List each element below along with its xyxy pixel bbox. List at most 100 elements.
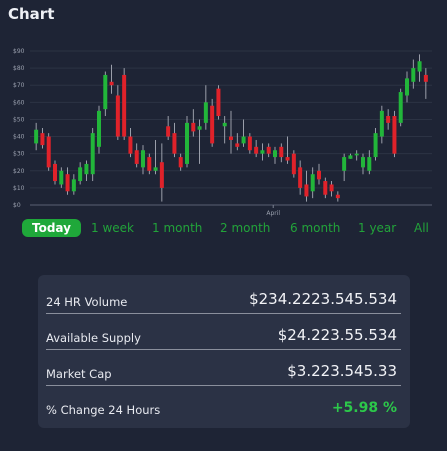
candle-body bbox=[185, 122, 189, 164]
y-tick-label: $30 bbox=[13, 151, 25, 158]
candle-body bbox=[241, 136, 246, 144]
candle-body bbox=[210, 105, 215, 144]
candle-body bbox=[122, 74, 127, 137]
stat-label: Available Supply bbox=[46, 331, 141, 345]
y-tick-label: $90 bbox=[13, 48, 25, 55]
candle-body bbox=[266, 146, 271, 154]
candle-body bbox=[115, 95, 120, 137]
candle-body bbox=[172, 133, 177, 154]
stat-row-volume: 24 HR Volume $234.2223.545.534 bbox=[46, 278, 401, 314]
range-all[interactable]: All bbox=[414, 221, 429, 235]
candle-body bbox=[109, 81, 114, 86]
x-annotation-label: April bbox=[266, 210, 280, 217]
candle-body bbox=[53, 163, 57, 182]
market-stats-card: 24 HR Volume $234.2223.545.534 Available… bbox=[38, 275, 410, 428]
candle-body bbox=[323, 181, 328, 195]
candle-body bbox=[329, 184, 334, 192]
candle-body bbox=[260, 150, 265, 154]
candle-body bbox=[285, 157, 290, 161]
candle-body bbox=[254, 146, 259, 154]
candle-body bbox=[65, 174, 70, 192]
candle-body bbox=[279, 146, 284, 158]
candle-body bbox=[147, 157, 152, 171]
time-range-selector: Today 1 week 1 month 2 month 6 month 1 y… bbox=[22, 219, 440, 239]
range-today[interactable]: Today bbox=[22, 219, 81, 237]
candle-body bbox=[71, 179, 76, 192]
stat-row-market-cap: Market Cap $3.223.545.33 bbox=[46, 350, 401, 386]
y-tick-label: $70 bbox=[13, 82, 25, 89]
candle-body bbox=[178, 157, 183, 168]
candle-body bbox=[34, 129, 39, 144]
candle-body bbox=[298, 167, 303, 188]
candle-body bbox=[222, 122, 227, 127]
candle-body bbox=[379, 110, 384, 137]
stat-row-supply: Available Supply $24.223.55.534 bbox=[46, 314, 401, 350]
range-6-month[interactable]: 6 month bbox=[290, 221, 341, 235]
stat-label: Market Cap bbox=[46, 367, 112, 381]
candle-body bbox=[59, 170, 64, 185]
range-1-year[interactable]: 1 year bbox=[358, 221, 397, 235]
candle-body bbox=[134, 150, 139, 164]
candle-body bbox=[335, 194, 340, 199]
candlestick-chart: $0 $10 $20 $30 $40 $50 $60 $70 $80 $90 April bbox=[13, 48, 432, 217]
candle-body bbox=[317, 170, 321, 180]
candle-body bbox=[46, 136, 51, 168]
candle-body bbox=[235, 143, 240, 147]
row-divider bbox=[46, 313, 401, 314]
candle-body bbox=[90, 133, 95, 175]
candle-body bbox=[103, 74, 108, 110]
row-divider bbox=[46, 385, 401, 386]
candle-body bbox=[398, 92, 403, 123]
candle-body bbox=[405, 78, 409, 96]
candle-body bbox=[417, 61, 422, 72]
candle-body bbox=[411, 68, 416, 82]
candle-body bbox=[247, 136, 252, 151]
candle-body bbox=[141, 150, 145, 168]
y-tick-label: $0 bbox=[13, 202, 21, 209]
candle-body bbox=[342, 157, 347, 171]
candle-body bbox=[386, 116, 391, 123]
stat-value: $234.2223.545.534 bbox=[249, 290, 397, 308]
range-1-month[interactable]: 1 month bbox=[152, 221, 203, 235]
candle-body bbox=[229, 136, 233, 140]
y-tick-label: $80 bbox=[13, 65, 25, 72]
y-tick-label: $40 bbox=[13, 134, 25, 141]
y-tick-label: $50 bbox=[13, 116, 25, 123]
y-tick-label: $60 bbox=[13, 99, 25, 106]
page-title: Chart bbox=[8, 5, 55, 23]
candle-body bbox=[197, 126, 202, 130]
stat-value: $3.223.545.33 bbox=[287, 362, 397, 380]
candle-body bbox=[153, 167, 158, 171]
stat-row-change: % Change 24 Hours +5.98 % bbox=[46, 386, 401, 422]
stat-label: 24 HR Volume bbox=[46, 295, 128, 309]
candle-body bbox=[78, 167, 83, 182]
stat-value: $24.223.55.534 bbox=[277, 326, 397, 344]
candle-body bbox=[373, 133, 378, 158]
candle-body bbox=[392, 116, 397, 154]
candle-body bbox=[273, 150, 277, 158]
candle-body bbox=[291, 153, 296, 175]
candle-body bbox=[304, 184, 309, 197]
candle-body bbox=[423, 74, 428, 82]
candle-body bbox=[40, 133, 45, 146]
candle-body bbox=[354, 153, 359, 156]
range-1-week[interactable]: 1 week bbox=[91, 221, 134, 235]
candle-body bbox=[97, 110, 101, 147]
candle-body bbox=[191, 122, 196, 132]
y-tick-label: $20 bbox=[13, 168, 25, 175]
candle-body bbox=[203, 102, 208, 123]
candle-body bbox=[166, 126, 171, 137]
candle-body bbox=[310, 174, 315, 192]
candle-body bbox=[128, 136, 133, 154]
stat-label: % Change 24 Hours bbox=[46, 403, 161, 417]
candle-body bbox=[216, 88, 221, 117]
stat-value-change: +5.98 % bbox=[331, 400, 397, 416]
range-2-month[interactable]: 2 month bbox=[220, 221, 271, 235]
candle-body bbox=[84, 163, 89, 175]
candle-body bbox=[348, 155, 353, 159]
candle-body bbox=[361, 157, 365, 168]
candle-body bbox=[159, 162, 164, 188]
y-tick-label: $10 bbox=[13, 185, 25, 192]
row-divider bbox=[46, 349, 401, 350]
candle-body bbox=[367, 157, 372, 171]
